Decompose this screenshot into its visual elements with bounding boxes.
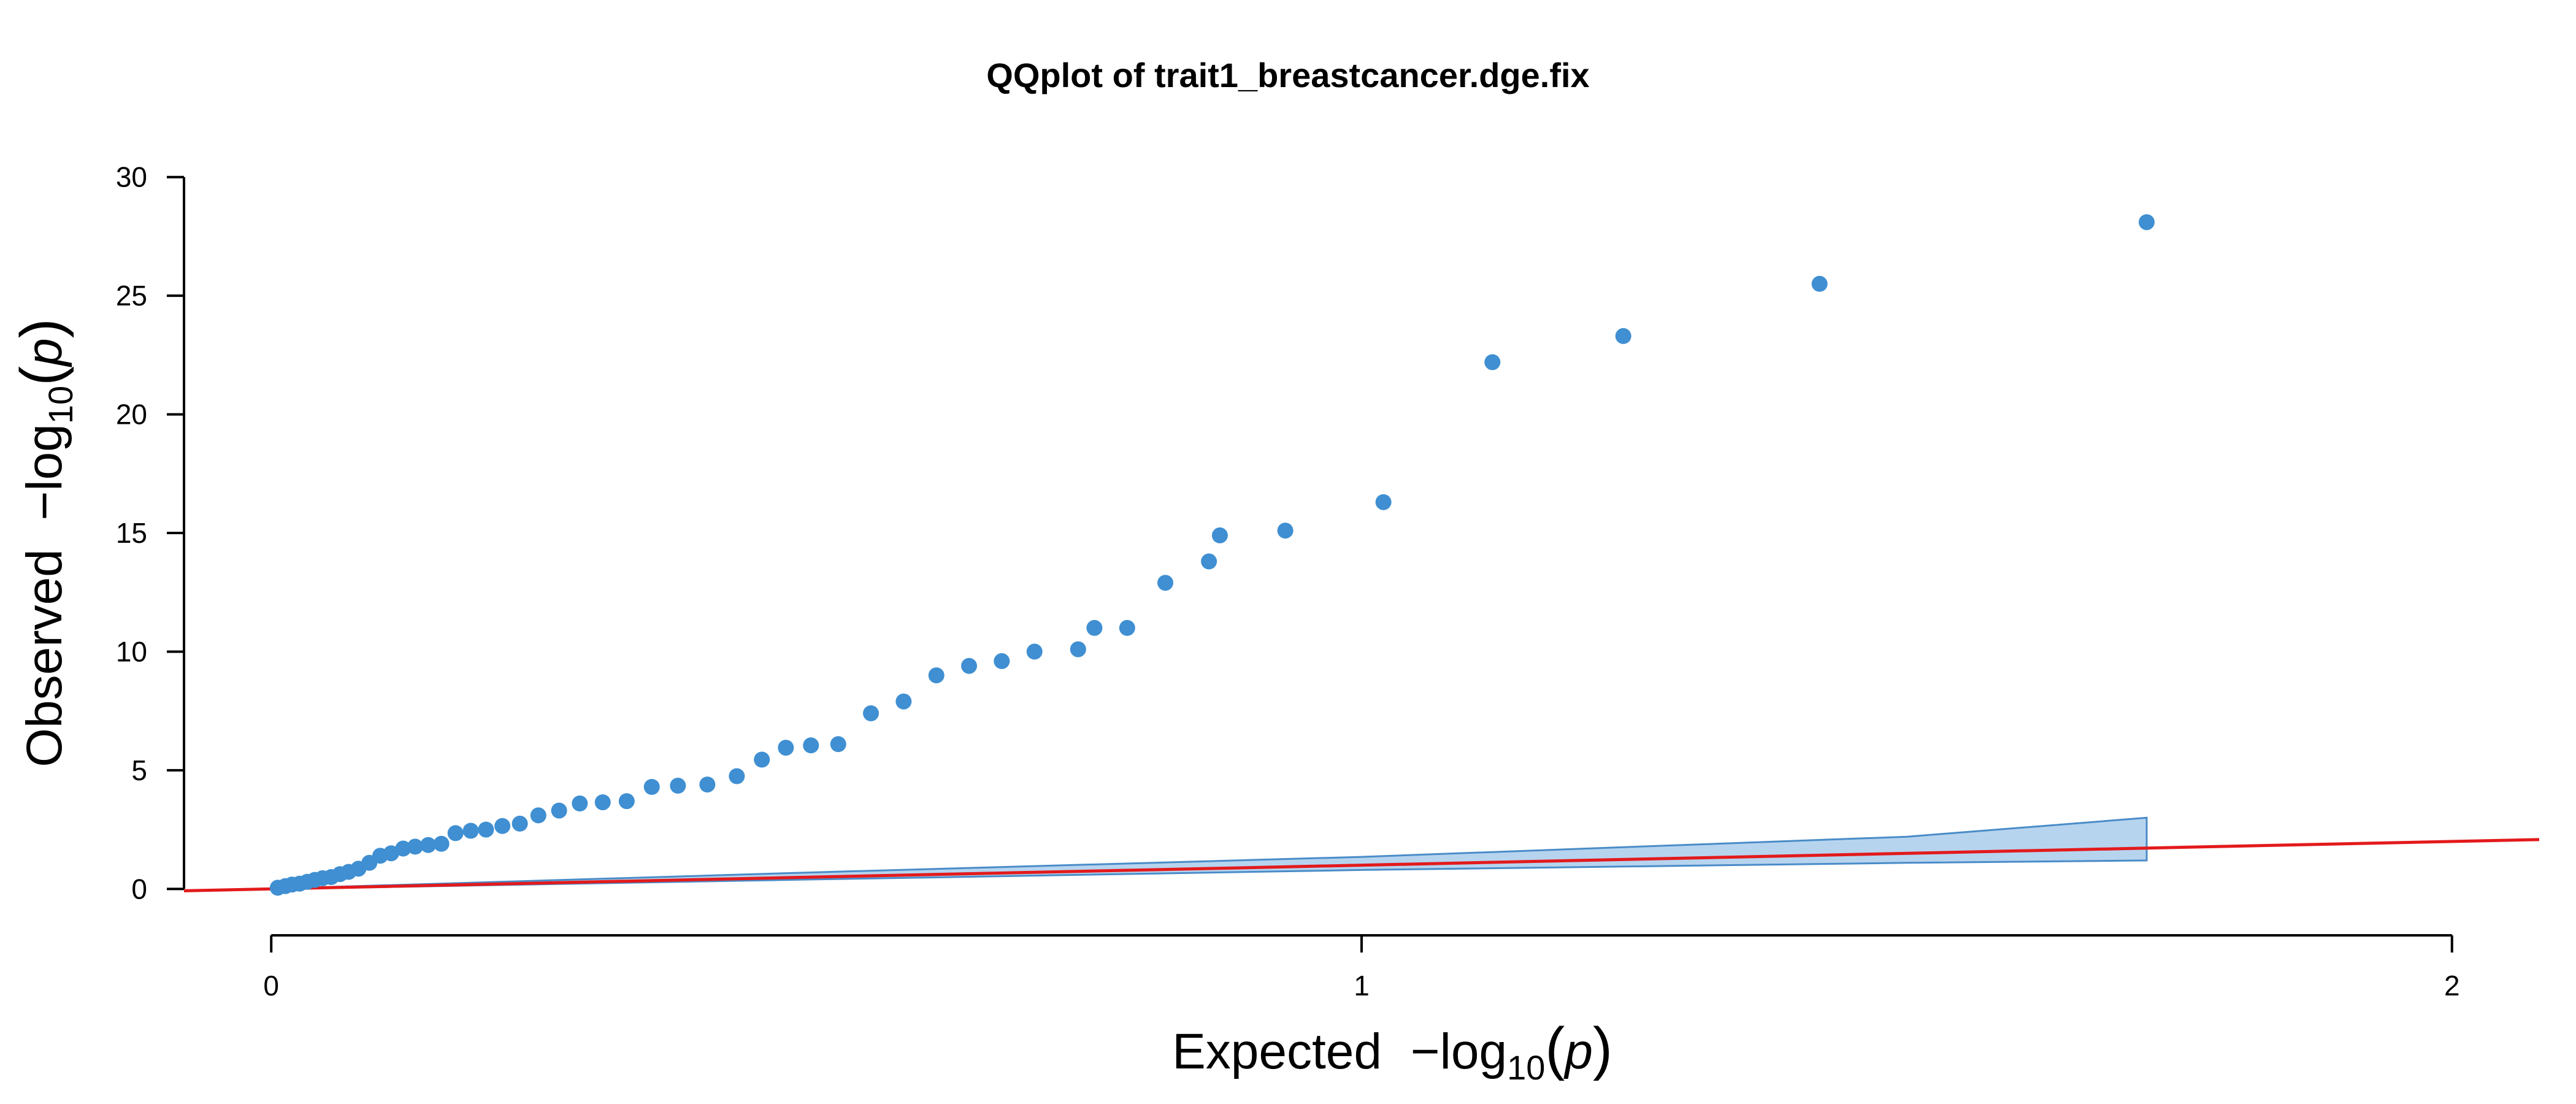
x-axis-title-text: Expected <box>1172 1024 1382 1079</box>
y-axis-title-sub: 10 <box>41 386 80 424</box>
data-point <box>572 795 588 811</box>
x-tick-label: 2 <box>2444 970 2460 1002</box>
y-axis-title-text: Observed <box>17 549 72 767</box>
data-point <box>1615 328 1631 344</box>
data-point <box>512 815 528 832</box>
y-tick-label: 5 <box>131 754 147 786</box>
data-point <box>407 838 423 855</box>
x-tick-label: 0 <box>263 970 279 1002</box>
data-point <box>803 737 819 754</box>
data-point <box>754 751 770 768</box>
x-axis-title-open: ( <box>1545 1016 1565 1081</box>
data-point <box>670 778 686 794</box>
data-point <box>530 807 546 824</box>
data-point <box>594 794 611 811</box>
data-point <box>494 818 511 834</box>
x-axis-ticks: 0 1 2 <box>263 935 2460 1002</box>
data-point <box>395 840 412 857</box>
y-axis-title-close: ) <box>9 318 74 338</box>
x-axis-title-prefix: −log <box>1411 1024 1507 1079</box>
data-point <box>1201 553 1217 570</box>
data-point <box>1811 275 1828 292</box>
data-point <box>1157 575 1173 591</box>
data-point <box>618 793 635 810</box>
data-point <box>1211 527 1228 543</box>
y-axis-title: Observed −log10(p) <box>9 318 80 767</box>
y-tick-label: 15 <box>116 517 147 549</box>
chart-title: QQplot of trait1_breastcancer.dge.fix <box>986 56 1589 94</box>
data-point <box>383 845 399 862</box>
data-point <box>447 825 464 841</box>
data-point <box>830 736 846 753</box>
y-axis-title-open: ( <box>9 366 74 386</box>
data-point <box>433 835 450 852</box>
y-axis-title-var: p <box>17 338 72 368</box>
data-point <box>699 776 716 793</box>
data-point <box>462 822 479 839</box>
data-point <box>928 667 945 684</box>
plot-area <box>183 214 2540 896</box>
data-point <box>1277 523 1294 539</box>
data-point <box>961 657 977 674</box>
x-axis-title-close: ) <box>1593 1016 1612 1081</box>
y-tick-label: 25 <box>116 280 147 312</box>
data-point <box>994 653 1010 669</box>
y-tick-label: 0 <box>131 873 147 905</box>
data-point <box>1086 619 1103 636</box>
data-point <box>2139 214 2155 231</box>
y-tick-label: 30 <box>116 161 147 193</box>
y-axis-ticks: 0 5 10 15 20 25 30 <box>116 161 184 905</box>
reference-line <box>183 838 2540 892</box>
data-point <box>729 768 745 784</box>
data-point <box>1070 641 1086 657</box>
data-point <box>420 837 437 853</box>
data-point <box>863 705 879 721</box>
y-axis-title-prefix: −log <box>17 424 72 520</box>
x-tick-label: 1 <box>1354 970 1370 1002</box>
data-point <box>778 740 794 756</box>
confidence-band <box>281 816 2148 890</box>
data-point <box>1484 354 1501 370</box>
data-point <box>1026 643 1043 660</box>
data-point <box>1119 619 1135 636</box>
x-axis-title: Expected −log10(p) <box>1172 1016 1612 1087</box>
y-tick-label: 10 <box>116 635 147 667</box>
data-point <box>551 802 567 819</box>
data-point <box>478 821 494 838</box>
data-point <box>643 779 660 795</box>
y-tick-label: 20 <box>116 399 147 431</box>
x-axis-title-sub: 10 <box>1507 1048 1545 1087</box>
data-point <box>1375 494 1392 510</box>
x-axis-title-var: p <box>1563 1024 1593 1079</box>
data-point <box>895 693 912 710</box>
